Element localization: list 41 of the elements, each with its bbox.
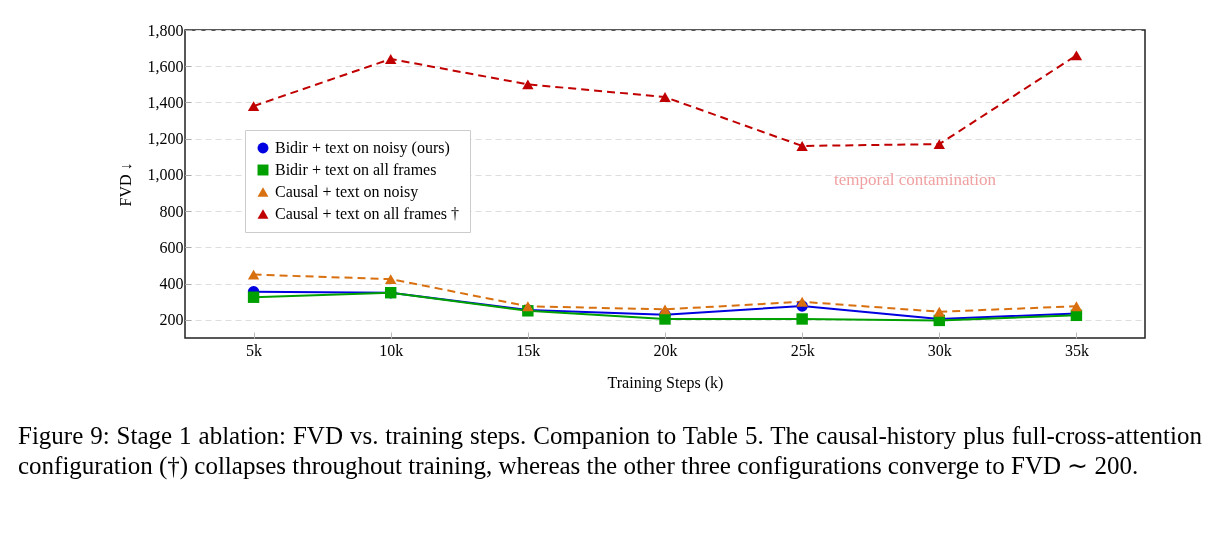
point xyxy=(933,139,945,150)
y-tick-label: 1,600 xyxy=(147,57,184,75)
legend-label: Causal + text on all frames † xyxy=(275,205,460,222)
point xyxy=(796,141,808,151)
point xyxy=(522,301,534,312)
legend-label: Causal + text on noisy xyxy=(275,183,419,201)
legend-label: Bidir + text on all frames xyxy=(275,161,437,178)
point xyxy=(796,296,808,307)
point xyxy=(522,79,534,90)
x-tick-label: 35k xyxy=(1064,341,1089,359)
legend-label: Bidir + text on noisy (ours) xyxy=(275,139,450,157)
y-tick-label: 800 xyxy=(159,202,184,220)
caption: Figure 9: Stage 1 ablation: FVD vs. training steps. Companion to Table 5. The causal-history plus full-cross-attention configuration (†) collapses throughout training, whereas the other three configurations converge to FVD ∼ 200. xyxy=(18,421,1202,481)
x-tick-label: 5k xyxy=(246,341,263,359)
annotation: temporal contamination xyxy=(834,170,997,189)
point xyxy=(796,313,808,325)
x-axis-title: Training Steps (k) xyxy=(607,373,724,392)
y-tick-label: 600 xyxy=(159,238,184,256)
x-tick-label: 15k xyxy=(516,341,541,359)
point xyxy=(1070,50,1083,61)
point xyxy=(659,92,671,102)
point xyxy=(247,291,260,303)
y-tick-label: 1,000 xyxy=(147,166,184,184)
y-tick-label: 1,400 xyxy=(147,93,184,111)
x-tick-label: 20k xyxy=(653,341,678,359)
point xyxy=(659,313,671,325)
point xyxy=(659,304,671,315)
y-tick-label: 1,200 xyxy=(147,130,184,148)
point xyxy=(1070,301,1083,312)
x-tick-label: 10k xyxy=(379,341,404,359)
y-tick-label: 200 xyxy=(159,311,184,329)
x-tick-label: 25k xyxy=(790,341,815,359)
point xyxy=(385,274,397,285)
point xyxy=(385,54,397,64)
y-axis-title: FVD ↓ xyxy=(116,162,134,207)
point xyxy=(933,306,945,317)
point xyxy=(247,269,260,280)
point xyxy=(247,101,260,112)
y-tick-label: 400 xyxy=(159,275,184,293)
x-tick-label: 30k xyxy=(927,341,952,359)
y-tick-label: 1,800 xyxy=(147,21,184,39)
